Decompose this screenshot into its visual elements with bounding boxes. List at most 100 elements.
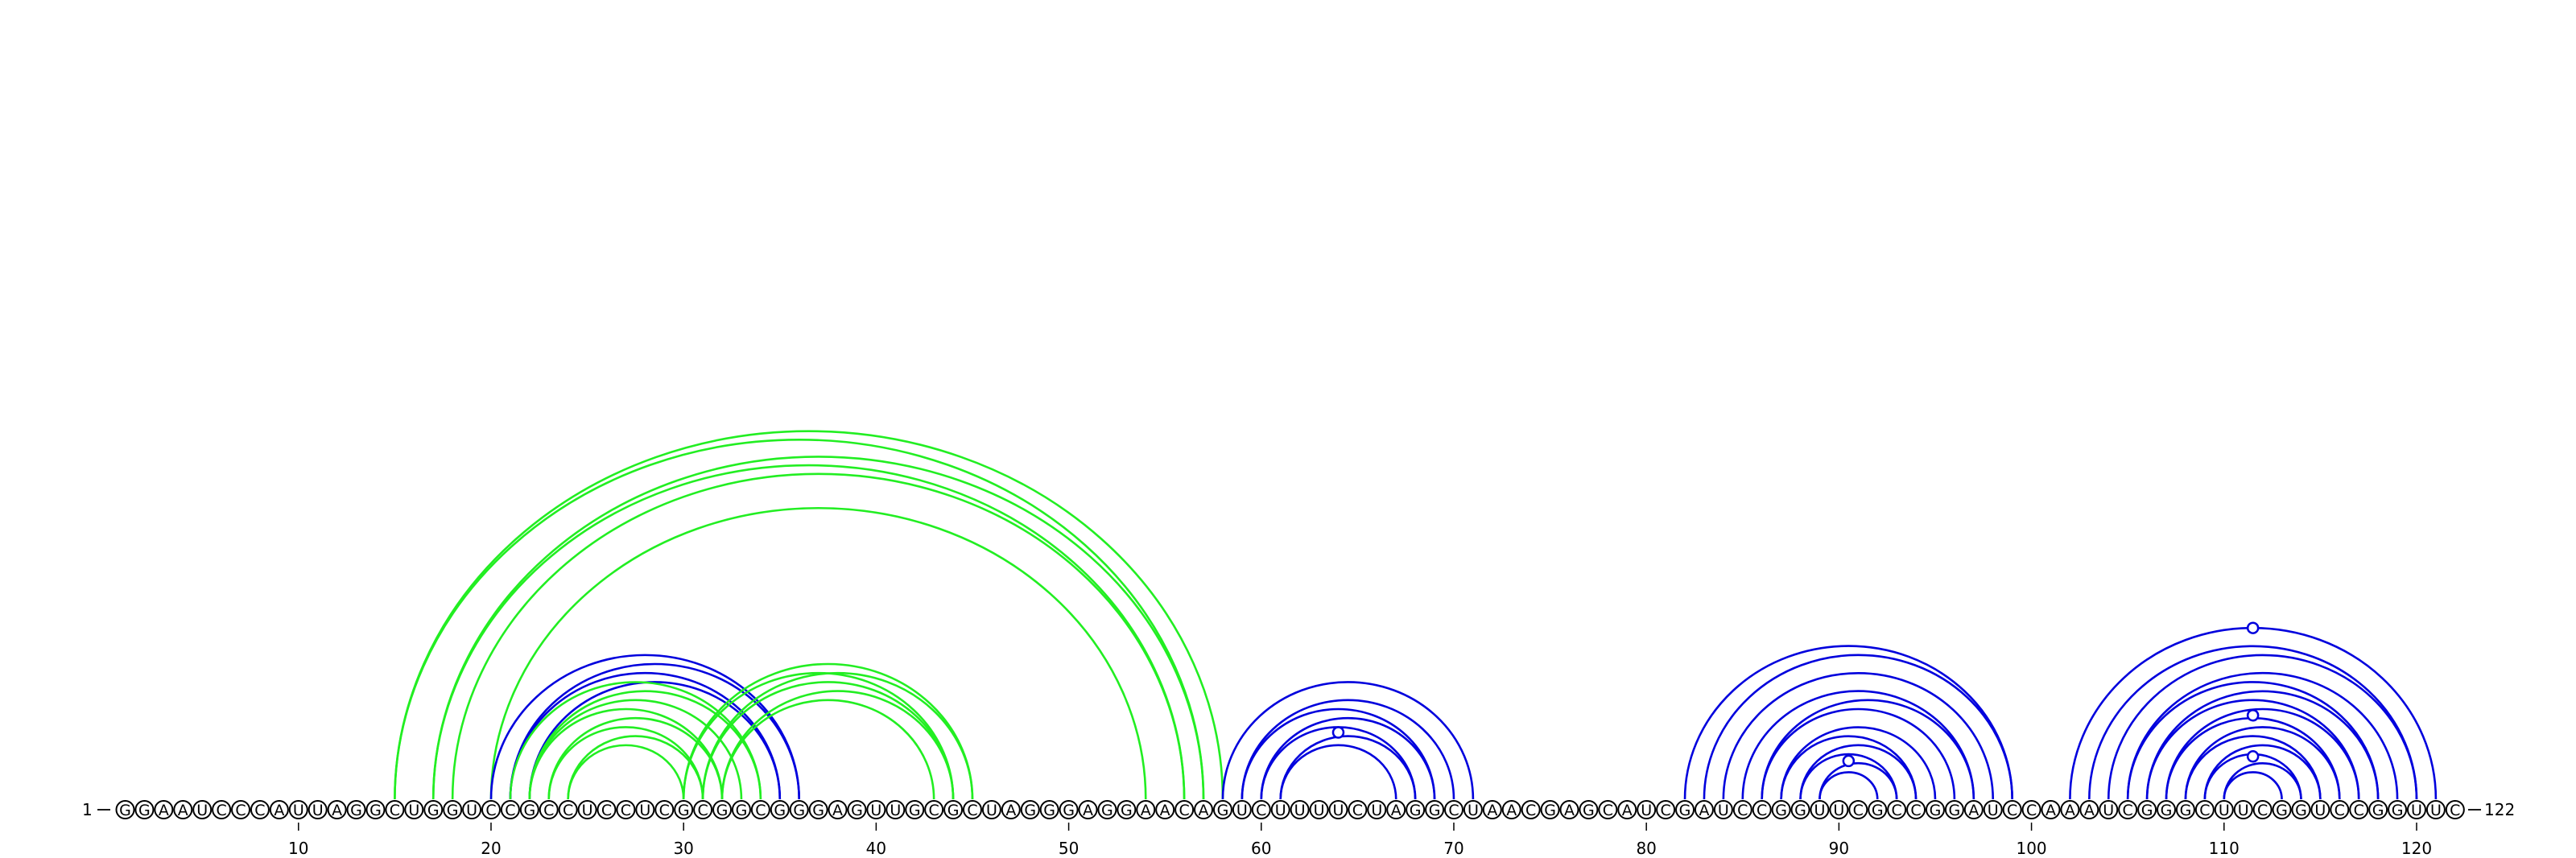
tick-label: 120 [2401,839,2432,858]
nucleotide-circle [674,800,694,819]
nucleotide-letter: U [466,802,477,819]
nucleotide-letter: C [1660,802,1670,819]
nucleotide-circle [577,800,597,819]
nucleotide-circle [288,800,308,819]
nucleotide-circle [1906,800,1926,819]
nucleotide-letter: U [1236,802,1248,819]
base-pair-arc [528,681,782,800]
nucleotide: C [481,800,501,819]
nucleotide: A [2060,800,2080,819]
nucleotide: G [519,800,539,819]
nucleotide-circle [346,800,366,819]
nucleotide-circle [539,800,559,819]
nucleotide-circle [1771,800,1791,819]
nucleotide: U [2425,800,2446,819]
nucleotide: U [1829,800,1849,819]
nucleotide: A [2079,800,2099,819]
nucleotide: A [1482,800,1502,819]
nucleotide: U [866,800,886,819]
nucleotide: G [134,800,155,819]
base-pair-arc [682,671,955,800]
nucleotide: C [1752,800,1772,819]
nucleotide-letter: C [928,802,939,819]
nucleotide-letter: A [2065,802,2075,819]
nucleotide-letter: C [390,802,400,819]
nucleotide-letter: C [2257,802,2268,819]
nucleotide-letter: A [274,802,284,819]
nucleotide-circle [1386,800,1406,819]
base-pair-arc [528,690,762,800]
nucleotide-circle [2425,800,2446,819]
nucleotide-letter: U [196,802,208,819]
nucleotide: U [2406,800,2426,819]
nucleotide-circle [1501,800,1521,819]
nucleotide-letter: C [1448,802,1459,819]
nucleotide-circle [693,800,713,819]
nucleotide: G [770,800,790,819]
nucleotide-circle [443,800,463,819]
tick-label: 100 [2016,839,2046,858]
nucleotide-letter: U [1371,802,1382,819]
nucleotide-circle [1983,800,2003,819]
nucleotide-letter: A [1487,802,1497,819]
nucleotide-circle [2099,800,2119,819]
nucleotide: G [712,800,733,819]
nucleotide-letter: A [832,802,843,819]
nucleotide-circle [635,800,655,819]
nucleotide-circle [2060,800,2080,819]
tick-label: 70 [1443,839,1463,858]
base-pair-arc [2126,681,2380,800]
base-pair-arc [2145,690,2380,800]
base-pair-arc [1818,771,1879,800]
nucleotide-circle [1559,800,1579,819]
nucleotide: G [808,800,828,819]
nucleotide-letter: G [1544,802,1556,819]
nucleotide-letter: G [2161,802,2173,819]
nucleotide-letter: A [1141,802,1151,819]
nucleotide-circle [173,800,193,819]
nucleotide-letter: G [1794,802,1806,819]
tick-label: 50 [1059,839,1079,858]
nucleotide-circle [2406,800,2426,819]
nucleotide: A [828,800,848,819]
nucleotide: G [1425,800,1445,819]
nucleotide-circle [2233,800,2253,819]
base-pair-arc [1780,726,1937,800]
nucleotide-letter: C [621,802,631,819]
nucleotide-circle [1829,800,1849,819]
nucleotide: C [2021,800,2041,819]
nucleotide-letter: C [543,802,554,819]
nucleotide-circle [500,800,520,819]
base-pair-arc [394,438,1205,800]
nucleotide: G [1868,800,1888,819]
nucleotide-letter: G [1101,802,1113,819]
nucleotide-circle [1425,800,1445,819]
nucleotide-circle [2021,800,2041,819]
nucleotide-letter: C [967,802,977,819]
nucleotide: G [2272,800,2292,819]
arc-markers [1331,621,2260,768]
nucleotide: U [2214,800,2234,819]
nucleotide: C [1443,800,1463,819]
base-pair-arc [509,681,762,800]
nucleotide-circle [750,800,770,819]
nucleotide: C [212,800,232,819]
nucleotide: G [731,800,751,819]
nucleotide-circle [1194,800,1214,819]
nucleotide-letter: G [447,802,459,819]
nucleotide-letter: G [2392,802,2404,819]
nucleotide-circle [269,800,289,819]
nucleotide: G [1039,800,1059,819]
nucleotide-circle [250,800,270,819]
nucleotide: G [115,800,135,819]
nucleotide: C [924,800,944,819]
nucleotide-letter: A [332,802,342,819]
nucleotide-circle [1810,800,1830,819]
nucleotide-letter: G [1410,802,1422,819]
nucleotide-letter: C [1603,802,1613,819]
nucleotide-letter: U [1314,802,1325,819]
nucleotide: C [231,800,251,819]
nucleotide-circle [886,800,906,819]
nucleotide: G [1944,800,1964,819]
nucleotide-circle [1174,800,1195,819]
